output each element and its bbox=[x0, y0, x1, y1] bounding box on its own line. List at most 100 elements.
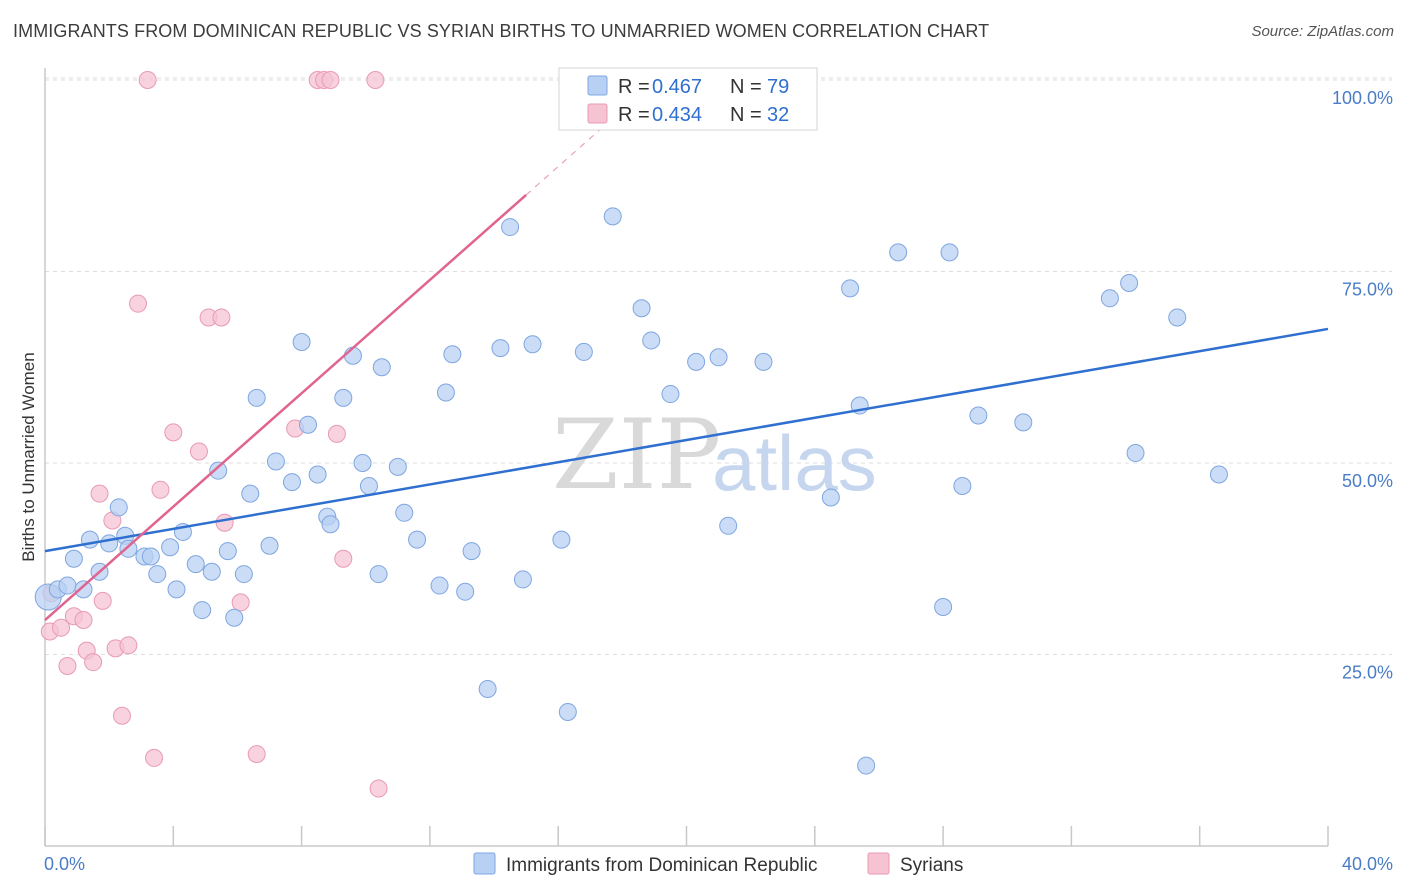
syrians-point bbox=[129, 294, 148, 313]
dominican-point bbox=[632, 299, 651, 318]
syrians-trend-extension bbox=[525, 109, 623, 196]
dominican-point bbox=[552, 530, 571, 549]
syrians-point bbox=[334, 549, 353, 568]
dominican-point bbox=[334, 388, 353, 407]
syrians-points bbox=[40, 71, 388, 798]
dominican-point bbox=[292, 332, 311, 351]
syrians-point bbox=[119, 636, 138, 655]
dominican-point bbox=[58, 576, 77, 595]
legend-swatch-blue bbox=[587, 75, 608, 96]
syrians-point bbox=[145, 748, 164, 767]
dominican-point bbox=[1014, 413, 1033, 432]
dominican-point bbox=[478, 679, 497, 698]
legend-r-value-pink: 0.434 bbox=[652, 104, 702, 126]
watermark: ZIP atlas bbox=[552, 399, 877, 511]
legend-r-label-pink: R = bbox=[618, 104, 650, 126]
dominican-point bbox=[359, 476, 378, 495]
bottom-legend-label-blue: Immigrants from Dominican Republic bbox=[506, 855, 818, 876]
legend-n-label-blue: N = bbox=[730, 76, 762, 98]
chart-title: IMMIGRANTS FROM DOMINICAN REPUBLIC VS SY… bbox=[13, 21, 990, 41]
dominican-point bbox=[247, 388, 266, 407]
dominican-point bbox=[430, 576, 449, 595]
dominican-point bbox=[934, 598, 953, 617]
y-tick-label: 50.0% bbox=[1342, 471, 1393, 491]
syrians-point bbox=[369, 779, 388, 798]
y-axis-label: Births to Unmarried Women bbox=[19, 352, 38, 561]
bottom-legend-swatch-pink bbox=[867, 852, 890, 875]
dominican-point bbox=[1100, 289, 1119, 308]
syrians-point bbox=[90, 484, 109, 503]
x-tick-label-min: 0.0% bbox=[44, 854, 85, 874]
legend-swatch-pink bbox=[587, 103, 608, 124]
series-legend: Immigrants from Dominican Republic Syria… bbox=[473, 852, 963, 876]
dominican-point bbox=[282, 473, 301, 492]
legend-n-value-pink: 32 bbox=[767, 104, 789, 126]
dominican-point bbox=[436, 383, 455, 402]
dominican-point bbox=[299, 415, 318, 434]
syrians-point bbox=[74, 611, 93, 630]
syrians-point bbox=[151, 480, 170, 499]
dominican-point bbox=[1126, 444, 1145, 463]
dominican-point bbox=[369, 565, 388, 584]
dominican-point bbox=[953, 476, 972, 495]
dominican-point bbox=[109, 498, 128, 517]
dominican-point bbox=[64, 549, 83, 568]
syrians-point bbox=[93, 591, 112, 610]
syrians-point bbox=[58, 656, 77, 675]
syrians-point bbox=[231, 593, 250, 612]
syrians-point bbox=[52, 618, 71, 637]
dominican-point bbox=[513, 570, 532, 589]
syrians-point bbox=[112, 706, 131, 725]
dominican-point bbox=[754, 352, 773, 371]
dominican-point bbox=[1168, 308, 1187, 327]
dominican-point bbox=[100, 534, 119, 553]
dominican-point bbox=[308, 465, 327, 484]
source-label: Source: ZipAtlas.com bbox=[1251, 23, 1394, 40]
dominican-point bbox=[241, 484, 260, 503]
dominican-point bbox=[501, 218, 520, 237]
dominican-points bbox=[34, 207, 1228, 775]
dominican-point bbox=[491, 339, 510, 358]
dominican-point bbox=[148, 565, 167, 584]
dominican-point bbox=[167, 580, 186, 599]
dominican-point bbox=[969, 406, 988, 425]
syrians-point bbox=[138, 71, 157, 89]
dominican-point bbox=[388, 457, 407, 476]
dominican-point bbox=[74, 580, 93, 599]
x-tick-label-max: 40.0% bbox=[1342, 854, 1393, 874]
dominican-point bbox=[719, 516, 738, 535]
x-ticks bbox=[44, 826, 1329, 846]
dominican-point bbox=[321, 515, 340, 534]
dominican-point bbox=[462, 542, 481, 561]
syrians-point bbox=[164, 423, 183, 442]
syrians-point bbox=[189, 442, 208, 461]
dominican-point bbox=[193, 601, 212, 620]
dominican-point bbox=[372, 358, 391, 377]
dominican-point bbox=[395, 503, 414, 522]
dominican-point bbox=[186, 555, 205, 574]
dominican-point bbox=[642, 331, 661, 350]
dominican-point bbox=[234, 565, 253, 584]
dominican-point bbox=[687, 352, 706, 371]
dominican-point bbox=[857, 756, 876, 775]
bottom-legend-swatch-blue bbox=[473, 852, 496, 875]
dominican-point bbox=[119, 539, 138, 558]
stats-legend: R = 0.467 N = 79 R = 0.434 N = 32 bbox=[558, 67, 818, 131]
dominican-point bbox=[603, 207, 622, 226]
dominican-point bbox=[523, 335, 542, 354]
syrians-point bbox=[366, 71, 385, 89]
dominican-point bbox=[353, 454, 372, 472]
dominican-point bbox=[443, 345, 462, 364]
syrians-point bbox=[212, 308, 231, 327]
dominican-point bbox=[841, 279, 860, 298]
dominican-point bbox=[821, 488, 840, 507]
y-tick-label: 75.0% bbox=[1342, 280, 1393, 300]
legend-n-value-blue: 79 bbox=[767, 76, 789, 98]
y-tick-label: 100.0% bbox=[1332, 88, 1393, 108]
syrians-trend-line bbox=[44, 193, 527, 621]
dominican-trend-line bbox=[44, 327, 1329, 553]
legend-r-label-blue: R = bbox=[618, 76, 650, 98]
dominican-point bbox=[661, 385, 680, 404]
syrians-point bbox=[215, 513, 234, 532]
